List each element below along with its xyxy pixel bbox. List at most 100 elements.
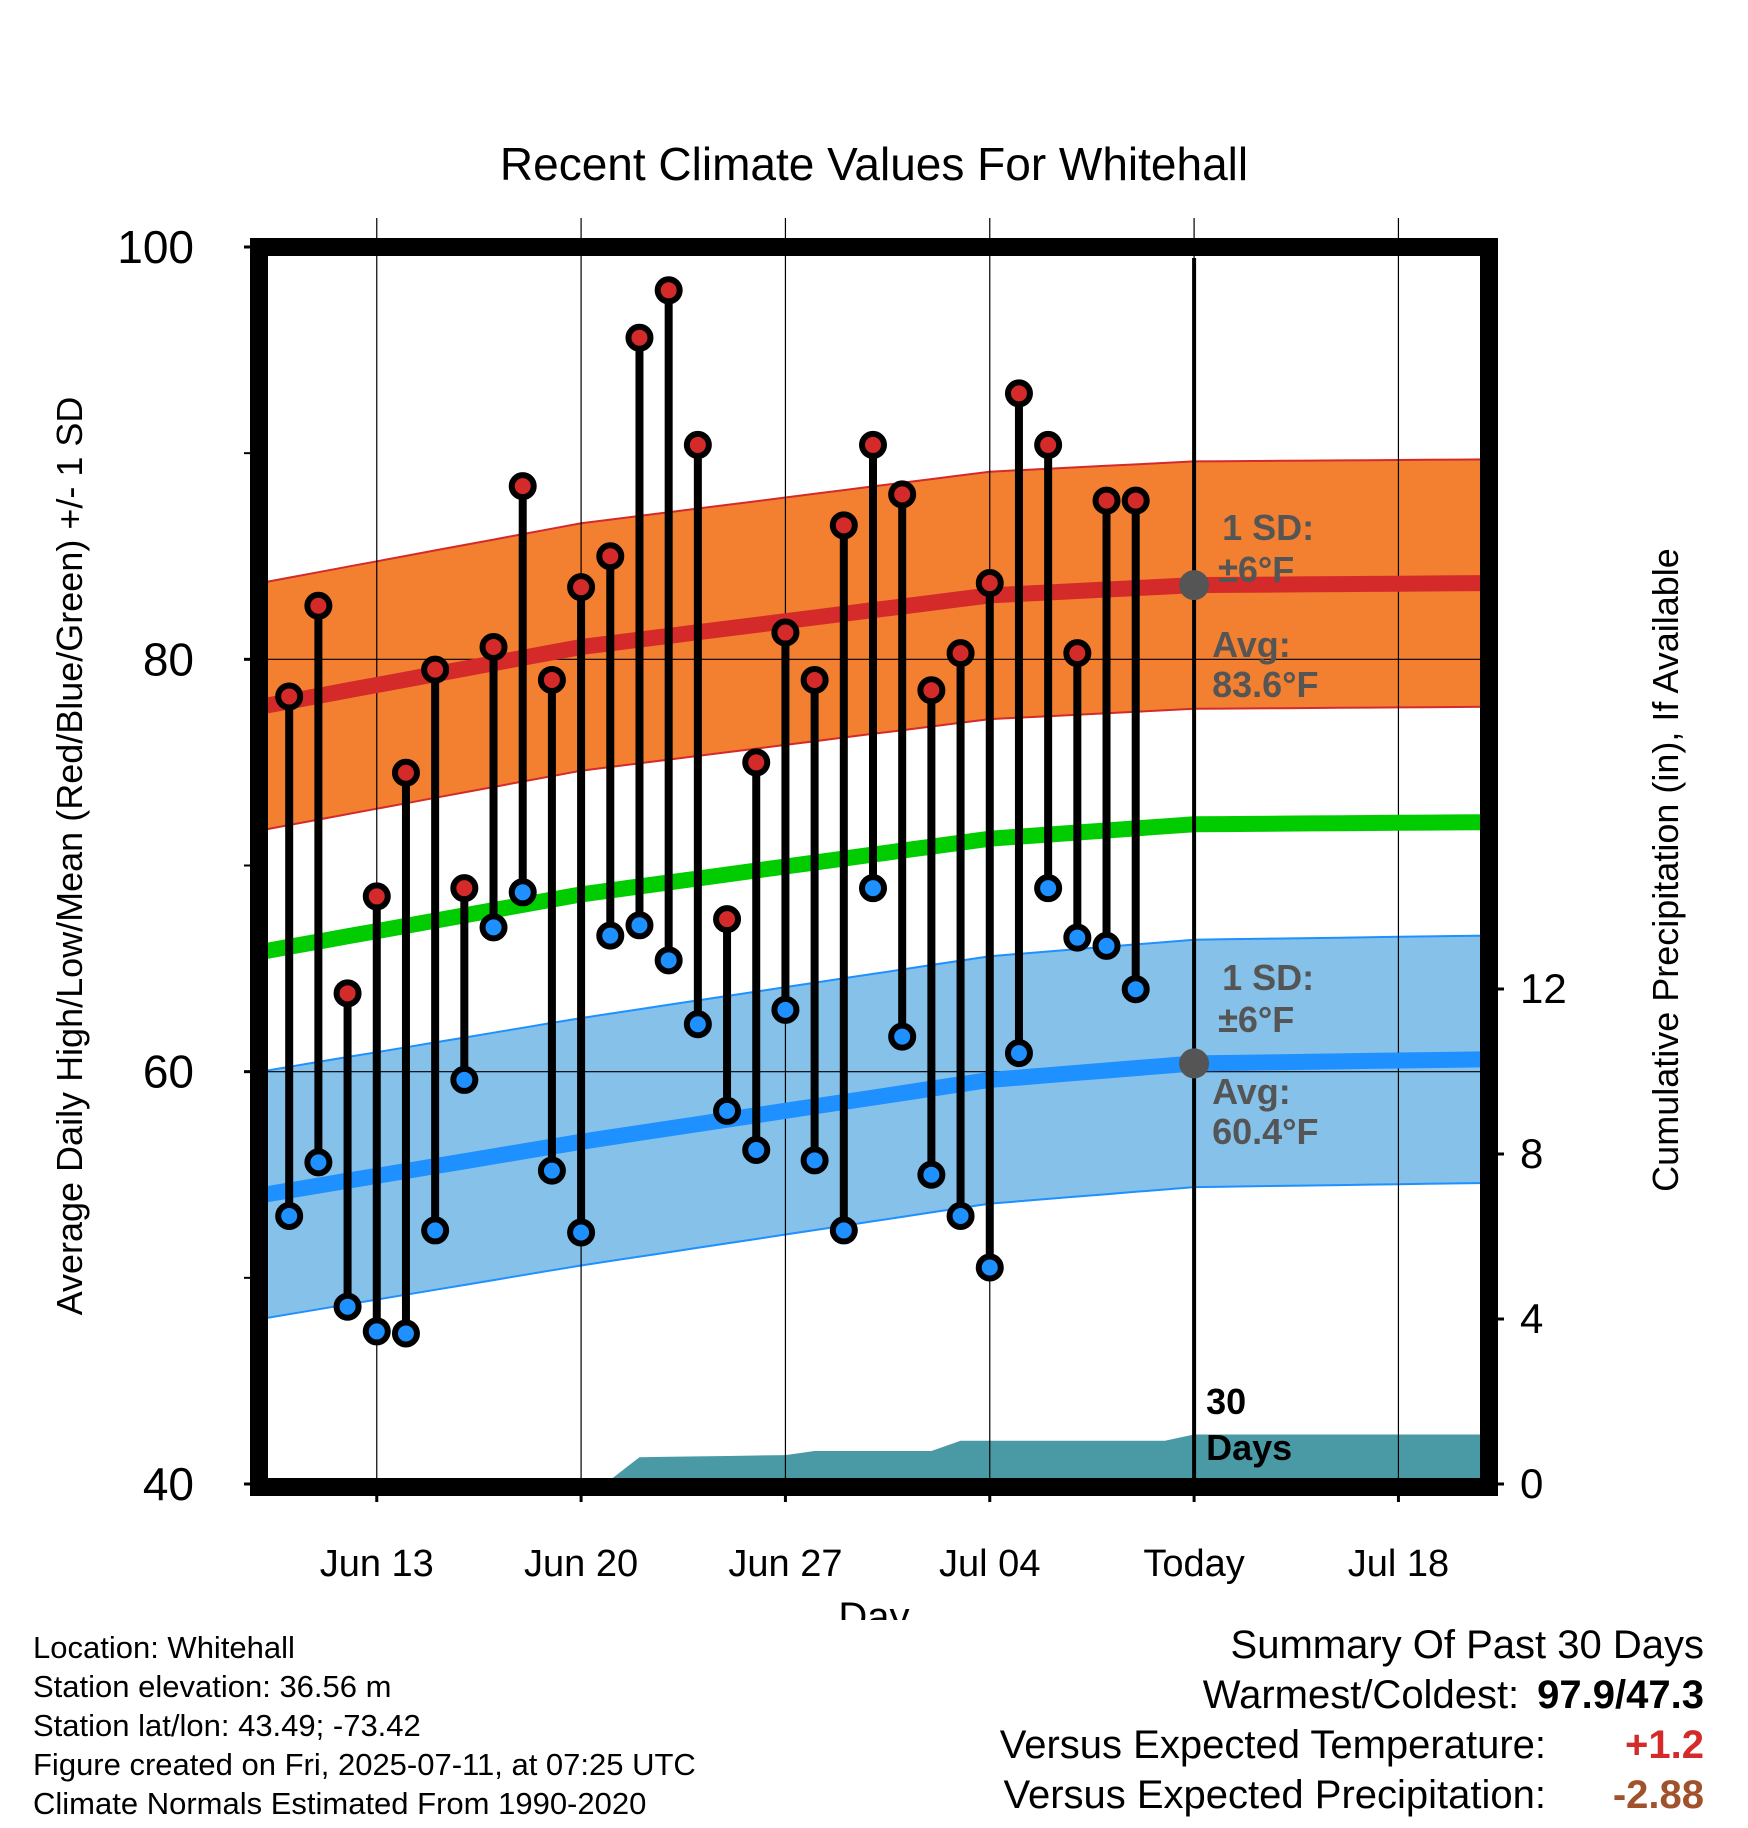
low-point xyxy=(333,1292,362,1321)
low-point xyxy=(275,1201,304,1230)
precip-anomaly-label: Versus Expected Precipitation: xyxy=(1003,1773,1546,1817)
x-tick-label-1: Jun 20 xyxy=(524,1543,638,1585)
high-point xyxy=(917,676,946,705)
summary-temp: Versus Expected Temperature: +1.2 xyxy=(1000,1720,1704,1770)
high-avg-label: Avg: xyxy=(1212,624,1291,665)
high-point xyxy=(304,591,333,620)
low-point xyxy=(479,913,508,942)
low-point xyxy=(742,1136,771,1165)
low-point xyxy=(654,946,683,975)
x-tick-label-4: Today xyxy=(1143,1543,1244,1585)
low-point xyxy=(917,1160,946,1189)
y-tick-label-3: 100 xyxy=(117,221,194,273)
climate-chart: Recent Climate Values For Whitehall Aver… xyxy=(49,138,1686,1620)
precip-days-label-2: Days xyxy=(1206,1427,1292,1468)
precip-anomaly-value: -2.88 xyxy=(1612,1773,1704,1817)
high-point xyxy=(450,874,479,903)
high-avg-value: 83.6°F xyxy=(1212,664,1318,705)
low-avg-label: Avg: xyxy=(1212,1071,1291,1112)
summary-precip: Versus Expected Precipitation: -2.88 xyxy=(1000,1770,1704,1820)
high-point xyxy=(625,323,654,352)
low-point xyxy=(713,1096,742,1125)
low-point xyxy=(362,1317,391,1346)
low-point xyxy=(450,1065,479,1094)
y2-tick-label-0: 0 xyxy=(1520,1460,1543,1507)
high-point xyxy=(362,882,391,911)
precipitation-area xyxy=(260,1434,1486,1484)
warm-cold-label: Warmest/Coldest: xyxy=(1202,1673,1520,1717)
elevation-text: Station elevation: 36.56 m xyxy=(33,1669,392,1704)
high-point xyxy=(1121,486,1150,515)
x-tick-label-5: Jul 18 xyxy=(1348,1543,1449,1585)
high-point xyxy=(742,748,771,777)
y-tick-label-2: 80 xyxy=(143,633,194,685)
low-point xyxy=(508,878,537,907)
y2-tick-label-2: 8 xyxy=(1520,1130,1543,1177)
today-high-normal-marker xyxy=(1179,570,1210,601)
normal-line-2 xyxy=(258,1051,1487,1204)
today-low-normal-marker xyxy=(1179,1048,1210,1079)
summary-title: Summary Of Past 30 Days xyxy=(1230,1623,1704,1667)
y2-axis-label: Cumulative Precipitation (in), If Availa… xyxy=(1645,548,1686,1192)
low-avg-value: 60.4°F xyxy=(1212,1111,1318,1152)
y-axis-label: Average Daily High/Low/Mean (Red/Blue/Gr… xyxy=(49,397,90,1316)
high-sd-label: 1 SD: xyxy=(1222,507,1314,548)
temp-anomaly-label: Versus Expected Temperature: xyxy=(999,1723,1546,1767)
low-point xyxy=(975,1253,1004,1282)
x-tick-label-2: Jun 27 xyxy=(728,1543,842,1585)
y2-tick-label-1: 4 xyxy=(1520,1295,1543,1342)
temp-anomaly-value: +1.2 xyxy=(1625,1723,1704,1767)
high-point xyxy=(771,618,800,647)
location-text: Location: Whitehall xyxy=(33,1630,295,1665)
y-tick-label-0: 40 xyxy=(143,1458,194,1510)
summary-panel: Summary Of Past 30 Days Warmest/Coldest:… xyxy=(1000,1620,1704,1820)
low-point xyxy=(829,1216,858,1245)
high-point xyxy=(829,511,858,540)
low-point xyxy=(1034,874,1063,903)
low-point xyxy=(391,1319,420,1348)
high-point xyxy=(946,639,975,668)
low-point xyxy=(1004,1039,1033,1068)
high-point xyxy=(508,472,537,501)
high-point xyxy=(1034,430,1063,459)
plot-frame xyxy=(250,238,1498,1496)
high-point xyxy=(333,979,362,1008)
high-point xyxy=(1092,486,1121,515)
high-point xyxy=(683,430,712,459)
low-point xyxy=(596,921,625,950)
high-point xyxy=(537,665,566,694)
precip-days-label-1: 30 xyxy=(1206,1381,1246,1422)
created-text: Figure created on Fri, 2025-07-11, at 07… xyxy=(33,1747,696,1782)
high-point xyxy=(859,430,887,459)
high-point xyxy=(1063,639,1092,668)
high-point xyxy=(391,758,420,787)
low-point xyxy=(304,1148,333,1177)
low-point xyxy=(800,1146,829,1175)
low-point xyxy=(625,911,654,940)
x-tick-label-0: Jun 13 xyxy=(320,1543,434,1585)
low-point xyxy=(421,1216,450,1245)
low-point xyxy=(683,1010,712,1039)
high-point xyxy=(421,655,450,684)
high-point xyxy=(275,682,304,711)
chart-title: Recent Climate Values For Whitehall xyxy=(500,138,1248,190)
high-point xyxy=(479,632,508,661)
low-point xyxy=(567,1218,596,1247)
high-point xyxy=(596,542,625,571)
warm-cold-value: 97.9/47.3 xyxy=(1537,1673,1704,1717)
x-axis-label: Day xyxy=(838,1595,909,1620)
high-point xyxy=(975,569,1004,598)
x-tick-label-3: Jul 04 xyxy=(939,1543,1040,1585)
y-tick-label-1: 60 xyxy=(143,1046,194,1098)
low-point xyxy=(1092,931,1121,960)
high-point xyxy=(713,905,742,934)
station-info: Location: Whitehall Station elevation: 3… xyxy=(33,1628,696,1823)
summary-warm-cold: Warmest/Coldest: 97.9/47.3 xyxy=(1000,1670,1704,1720)
low-sd-label: 1 SD: xyxy=(1222,957,1314,998)
high-point xyxy=(567,573,596,602)
low-point xyxy=(771,995,800,1024)
low-point xyxy=(946,1201,975,1230)
low-point xyxy=(537,1156,566,1185)
high-point xyxy=(800,665,829,694)
